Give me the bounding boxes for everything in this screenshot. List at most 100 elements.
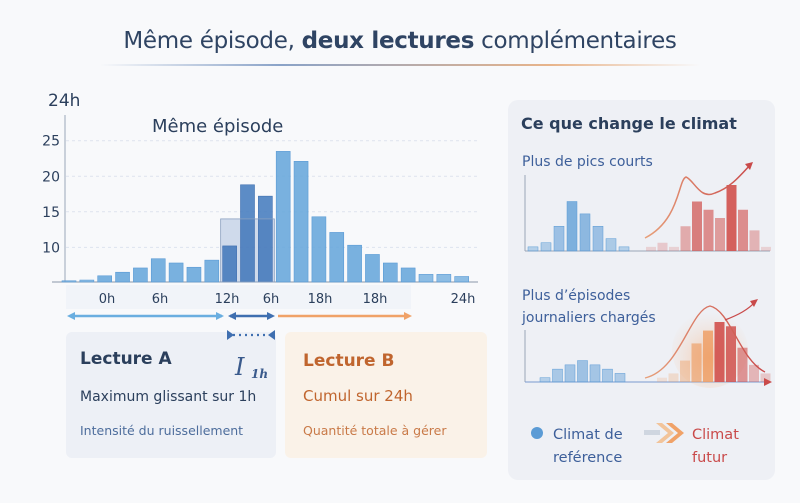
- reference-bar: [589, 364, 601, 383]
- future-bar: [668, 373, 679, 382]
- future-bar: [760, 373, 771, 382]
- x-tick-label: 24h: [451, 292, 476, 307]
- bar: [61, 280, 77, 283]
- bar: [115, 271, 130, 283]
- arrow-head: [228, 312, 236, 320]
- bar: [365, 254, 380, 283]
- bar: [311, 216, 327, 283]
- reference-bar: [592, 226, 604, 252]
- chart1-future-curve: [644, 163, 752, 239]
- title-divider: [100, 64, 700, 66]
- arrow-head: [267, 312, 275, 320]
- bar: [275, 151, 291, 283]
- main-bar-chart: 24h Même épisode 25 20 15 10 0h 6h 12h 6h 18h 18…: [42, 91, 478, 309]
- lecture-a-line1: Maximum glissant sur 1h: [80, 389, 256, 405]
- x-tick-label: 12h: [215, 292, 240, 307]
- bar: [79, 279, 95, 283]
- chart2-label-line1: Plus d’épisodes: [522, 288, 630, 304]
- x-tick-label: 6h: [152, 292, 169, 307]
- future-bar: [715, 218, 725, 251]
- y-tick-label: 25: [42, 134, 60, 150]
- future-bar: [761, 246, 771, 251]
- chart1-label: Plus de pics courts: [522, 154, 653, 170]
- bar: [133, 267, 148, 283]
- bar: [150, 258, 166, 283]
- reference-bar: [566, 201, 578, 252]
- y-tick-label: 15: [42, 205, 60, 221]
- bar: [186, 266, 202, 283]
- bar: [400, 267, 416, 283]
- x-tick-label: 0h: [99, 292, 116, 307]
- i1h-symbol: I: [234, 353, 245, 381]
- sliding-window-highlight: [220, 218, 275, 283]
- bar: [204, 259, 220, 283]
- reference-bar: [564, 364, 576, 383]
- future-bar: [646, 246, 656, 251]
- reference-bar: [577, 360, 588, 383]
- future-bar: [738, 209, 748, 251]
- y-tick-label: 10: [42, 240, 60, 256]
- future-bar: [714, 322, 725, 382]
- x-label-band: [66, 285, 411, 309]
- reference-bar: [553, 226, 565, 252]
- future-bar: [680, 360, 690, 382]
- future-bar: [749, 230, 760, 251]
- climate-panel: [508, 100, 775, 480]
- title-part-1: Même épisode,: [123, 28, 302, 54]
- reference-bar: [540, 242, 552, 252]
- reference-bar: [602, 368, 613, 383]
- trend-arrow-icon: [750, 299, 758, 307]
- future-bar: [692, 201, 702, 251]
- lecture-b-line1: Cumul sur 24h: [303, 387, 413, 405]
- arrow-head: [404, 312, 412, 320]
- x-tick-label: 18h: [308, 292, 333, 307]
- future-bar: [703, 209, 714, 251]
- future-bar: [657, 377, 667, 382]
- climate-panel-content: Ce que change le climat Plus de pics cou…: [521, 114, 772, 466]
- future-bar: [657, 242, 668, 251]
- lecture-b-text: Lecture B Cumul sur 24h Quantité totale …: [303, 351, 447, 438]
- reference-bar: [579, 213, 591, 252]
- y-tick-label: 20: [42, 169, 60, 185]
- lecture-b-title: Lecture B: [303, 351, 394, 371]
- reference-bar: [539, 377, 551, 383]
- future-bar: [703, 330, 713, 382]
- panel-title: Ce que change le climat: [521, 114, 737, 133]
- lecture-b-card: [285, 332, 487, 458]
- bar: [454, 276, 470, 283]
- x-tick-label: 18h: [363, 292, 388, 307]
- future-bar: [669, 246, 679, 251]
- arrow-head: [227, 330, 234, 340]
- time-range-arrows: [67, 312, 412, 340]
- bar: [168, 262, 184, 283]
- bar: [382, 262, 398, 283]
- legend-future-line2: futur: [692, 450, 727, 466]
- title-emphasis: deux lectures: [301, 28, 475, 54]
- bar: [97, 275, 112, 283]
- bar: [347, 244, 362, 283]
- x-tick-label: 6h: [263, 292, 280, 307]
- chart2-axis-arrow-icon: [764, 378, 772, 386]
- arrow-head: [268, 330, 275, 340]
- future-bar: [680, 226, 691, 251]
- title-part-3: complémentaires: [474, 28, 677, 54]
- legend-reference-line1: Climat de: [553, 427, 623, 443]
- future-bar: [691, 343, 702, 382]
- legend-future-line1: Climat: [692, 427, 739, 443]
- lecture-a-line2: Intensité du ruissellement: [80, 423, 243, 438]
- lecture-a-text: Lecture A I 1h Maximum glissant sur 1h I…: [80, 349, 268, 438]
- future-bar: [726, 326, 736, 382]
- arrow-head: [216, 312, 224, 320]
- arrow-head-left: [67, 312, 75, 320]
- reference-legend-dot: [531, 427, 543, 439]
- chart2-bell-curve: [644, 305, 766, 379]
- transition-chevron-icon: [644, 423, 684, 443]
- future-bar: [749, 364, 759, 382]
- trend-arrow-icon: [745, 162, 753, 170]
- legend-reference-line2: reférence: [553, 450, 622, 466]
- bar: [418, 274, 434, 283]
- chart2-trend-arrow: [724, 300, 757, 321]
- reference-bar: [527, 246, 539, 252]
- chart-title: Même épisode: [152, 116, 283, 137]
